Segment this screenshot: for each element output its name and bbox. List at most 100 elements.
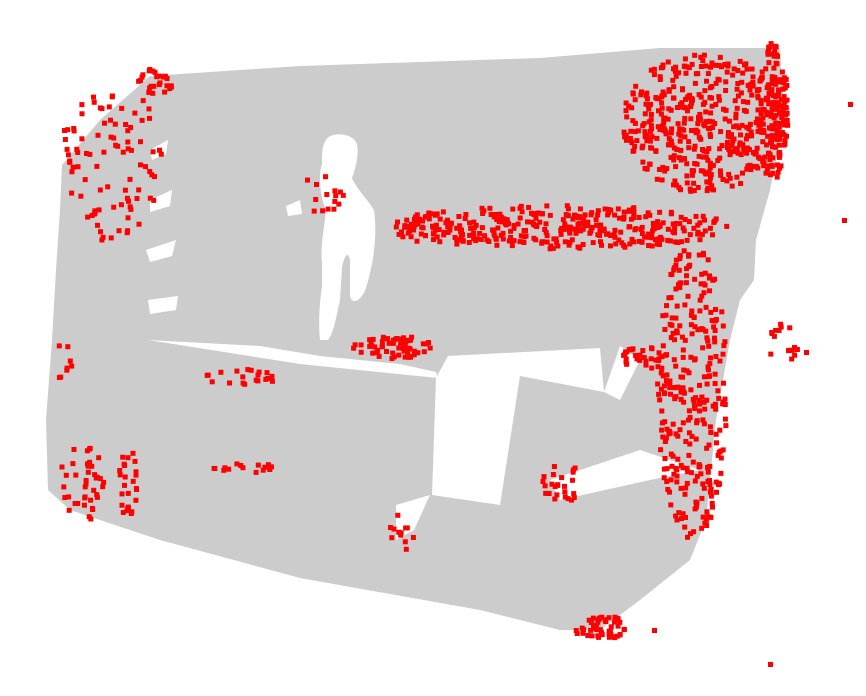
outlier-point — [804, 350, 809, 355]
highlight-point — [269, 373, 275, 379]
highlight-point — [714, 489, 719, 495]
highlight-point — [701, 421, 707, 427]
highlight-point — [696, 92, 702, 98]
highlight-point — [415, 350, 421, 356]
scan-surface — [46, 48, 784, 630]
highlight-point — [660, 343, 666, 349]
highlight-point — [657, 74, 663, 80]
highlight-point — [679, 334, 685, 340]
highlight-point — [440, 209, 446, 215]
highlight-point — [611, 232, 617, 238]
highlight-point — [420, 218, 425, 224]
highlight-point — [723, 423, 729, 429]
highlight-point — [598, 222, 604, 228]
highlight-point — [735, 150, 741, 156]
highlight-point — [745, 163, 751, 169]
highlight-point — [431, 231, 437, 237]
highlight-point — [682, 524, 688, 530]
highlight-point — [539, 211, 545, 217]
highlight-point — [501, 216, 507, 222]
highlight-point — [754, 145, 760, 151]
highlight-point — [132, 110, 138, 116]
highlight-point — [698, 54, 704, 60]
highlight-point — [511, 238, 517, 244]
highlight-point — [91, 99, 97, 105]
highlight-point — [711, 219, 717, 225]
highlight-point — [255, 372, 261, 378]
highlight-point — [656, 108, 661, 114]
highlight-point — [680, 385, 686, 391]
highlight-point — [675, 105, 680, 110]
highlight-point — [722, 339, 728, 345]
highlight-point — [62, 495, 68, 500]
highlight-point — [716, 395, 722, 401]
highlight-point — [742, 148, 748, 154]
highlight-point — [710, 504, 715, 510]
highlight-point — [608, 624, 614, 630]
highlight-point — [320, 208, 326, 214]
highlight-point — [634, 356, 640, 362]
highlight-point — [643, 93, 649, 99]
highlight-point — [686, 408, 692, 414]
highlight-point — [421, 349, 427, 355]
highlight-point — [710, 119, 715, 125]
highlight-point — [673, 315, 679, 321]
highlight-point — [649, 365, 655, 371]
highlight-point — [673, 257, 679, 263]
highlight-point — [732, 146, 738, 152]
highlight-point — [659, 100, 665, 106]
highlight-point — [101, 479, 107, 485]
highlight-point — [94, 163, 100, 169]
highlight-point — [741, 107, 747, 113]
highlight-point — [661, 120, 667, 126]
highlight-point — [772, 43, 778, 49]
highlight-point — [644, 90, 650, 96]
highlight-point — [669, 315, 675, 321]
highlight-point — [694, 501, 699, 507]
highlight-point — [686, 417, 691, 423]
highlight-point — [773, 52, 779, 58]
highlight-point — [657, 209, 663, 215]
highlight-point — [667, 489, 672, 495]
highlight-point — [658, 234, 664, 240]
highlight-point — [706, 118, 712, 124]
outlier-point — [62, 128, 67, 133]
highlight-point — [685, 108, 690, 114]
highlight-point — [675, 433, 681, 439]
highlight-point — [62, 137, 68, 142]
highlight-point — [721, 380, 726, 386]
highlight-point — [713, 354, 719, 359]
highlight-point — [437, 239, 443, 245]
highlight-point — [781, 80, 787, 86]
highlight-point — [689, 128, 694, 133]
highlight-point — [774, 92, 780, 98]
highlight-point — [668, 335, 674, 341]
highlight-point — [717, 146, 723, 152]
highlight-point — [781, 118, 786, 124]
highlight-point — [715, 76, 721, 82]
highlight-point — [494, 242, 500, 248]
highlight-point — [777, 136, 783, 142]
highlight-point — [673, 286, 679, 292]
highlight-point — [699, 495, 705, 501]
highlight-point — [773, 144, 778, 150]
outlier-point — [842, 218, 847, 223]
highlight-point — [100, 484, 106, 490]
highlight-point — [755, 95, 761, 101]
highlight-point — [755, 107, 761, 113]
outlier-point — [652, 628, 657, 633]
highlight-point — [764, 112, 770, 118]
highlight-point — [766, 60, 772, 66]
highlight-point — [658, 386, 664, 392]
highlight-point — [427, 345, 433, 351]
highlight-point — [639, 239, 645, 245]
highlight-point — [676, 70, 682, 76]
highlight-point — [779, 115, 785, 120]
highlight-point — [762, 154, 768, 160]
highlight-point — [539, 239, 545, 245]
highlight-point — [396, 345, 402, 351]
highlight-point — [111, 135, 117, 141]
highlight-point — [689, 61, 695, 67]
highlight-point — [677, 138, 683, 144]
highlight-point — [707, 186, 713, 192]
